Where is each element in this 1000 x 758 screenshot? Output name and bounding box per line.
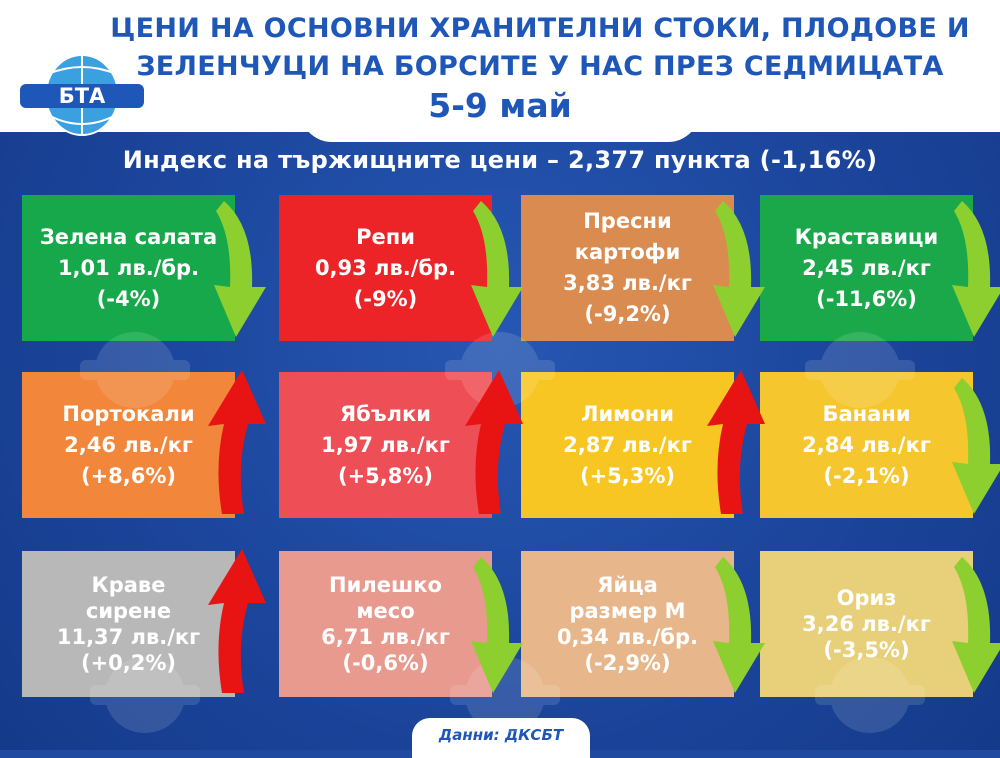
bta-logo-icon: БТА — [20, 54, 144, 136]
price-change: (-11,6%) — [816, 286, 917, 311]
price-card: Краве сирене 11,37 лв./кг (+0,2%) — [22, 551, 235, 697]
product-name: Зелена салата — [39, 224, 218, 249]
product-name: сирене — [85, 599, 172, 623]
product-name: Репи — [356, 224, 415, 249]
card-text: Краве сирене 11,37 лв./кг (+0,2%) — [22, 551, 235, 697]
card-text: Пресни картофи 3,83 лв./кг (-9,2%) — [521, 195, 734, 341]
up-arrow-icon — [208, 370, 266, 514]
product-price: 11,37 лв./кг — [56, 625, 201, 649]
product-price: 0,93 лв./бр. — [314, 255, 457, 280]
price-card: Краставици 2,45 лв./кг (-11,6%) — [760, 195, 973, 341]
product-name: Ябълки — [340, 401, 431, 426]
down-arrow-icon — [471, 201, 523, 337]
watermark-logo — [445, 332, 555, 408]
price-change: (-2,1%) — [823, 463, 910, 488]
price-card: Репи 0,93 лв./бр. (-9%) — [279, 195, 492, 341]
product-price: 2,46 лв./кг — [64, 432, 193, 457]
card-text: Краставици 2,45 лв./кг (-11,6%) — [760, 195, 973, 341]
product-name: Портокали — [62, 401, 195, 426]
watermark-logo — [815, 657, 925, 733]
card-text: Ориз 3,26 лв./кг (-3,5%) — [760, 551, 973, 697]
product-price: 2,45 лв./кг — [802, 255, 931, 280]
price-card: Пресни картофи 3,83 лв./кг (-9,2%) — [521, 195, 734, 341]
up-arrow-icon — [707, 370, 765, 514]
date-tab — [300, 80, 700, 142]
card-text: Ябълки 1,97 лв./кг (+5,8%) — [279, 372, 492, 518]
product-price: 6,71 лв./кг — [321, 625, 450, 649]
card-text: Банани 2,84 лв./кг (-2,1%) — [760, 372, 973, 518]
watermark-logo — [90, 657, 200, 733]
watermark-logo — [805, 332, 915, 408]
product-price: 1,01 лв./бр. — [57, 255, 200, 280]
product-price: 1,97 лв./кг — [321, 432, 450, 457]
product-name: размер М — [569, 599, 686, 623]
product-price: 0,34 лв./бр. — [556, 625, 699, 649]
watermark-logo — [80, 332, 190, 408]
price-change: (-9,2%) — [584, 302, 671, 326]
price-card: Банани 2,84 лв./кг (-2,1%) — [760, 372, 973, 518]
price-change: (-2,9%) — [584, 651, 671, 675]
market-index: Индекс на тържищните цени – 2,377 пункта… — [122, 146, 878, 174]
price-card: Яйца размер М 0,34 лв./бр. (-2,9%) — [521, 551, 734, 697]
product-price: 3,26 лв./кг — [802, 612, 931, 636]
card-text: Репи 0,93 лв./бр. (-9%) — [279, 195, 492, 341]
card-text: Пилешко месо 6,71 лв./кг (-0,6%) — [279, 551, 492, 697]
price-change: (+5,8%) — [337, 463, 434, 488]
down-arrow-icon — [713, 201, 765, 337]
product-name: картофи — [574, 240, 681, 264]
card-text: Портокали 2,46 лв./кг (+8,6%) — [22, 372, 235, 518]
product-name: Пилешко — [329, 573, 442, 597]
product-name: месо — [356, 599, 415, 623]
card-text: Лимони 2,87 лв./кг (+5,3%) — [521, 372, 734, 518]
page-title: ЦЕНИ НА ОСНОВНИ ХРАНИТЕЛНИ СТОКИ, ПЛОДОВ… — [110, 10, 970, 86]
price-change: (-4%) — [96, 286, 161, 311]
title-line-1: ЦЕНИ НА ОСНОВНИ ХРАНИТЕЛНИ СТОКИ, ПЛОДОВ… — [110, 13, 970, 44]
product-name: Краве — [91, 573, 166, 597]
product-name: Лимони — [581, 401, 674, 426]
price-change: (-9%) — [353, 286, 418, 311]
data-source: Данни: ДКСБТ — [438, 726, 564, 744]
price-change: (+0,2%) — [80, 651, 177, 675]
price-change: (+8,6%) — [80, 463, 177, 488]
down-arrow-icon — [471, 557, 523, 693]
product-name: Яйца — [597, 573, 658, 597]
product-name: Банани — [822, 401, 911, 426]
down-arrow-icon — [952, 557, 1000, 693]
price-card: Зелена салата 1,01 лв./бр. (-4%) — [22, 195, 235, 341]
up-arrow-icon — [465, 370, 523, 514]
down-arrow-icon — [952, 201, 1000, 337]
product-price: 2,87 лв./кг — [563, 432, 692, 457]
down-arrow-icon — [713, 557, 765, 693]
logo-text: БТА — [59, 84, 106, 108]
price-change: (+5,3%) — [579, 463, 676, 488]
price-card: Лимони 2,87 лв./кг (+5,3%) — [521, 372, 734, 518]
down-arrow-icon — [952, 378, 1000, 514]
down-arrow-icon — [214, 201, 266, 337]
title-line-2: ЗЕЛЕНЧУЦИ НА БОРСИТЕ У НАС ПРЕЗ СЕДМИЦАТ… — [136, 51, 944, 82]
price-card: Ориз 3,26 лв./кг (-3,5%) — [760, 551, 973, 697]
price-change: (-3,5%) — [823, 638, 910, 662]
product-name: Ориз — [836, 586, 897, 610]
price-card: Ябълки 1,97 лв./кг (+5,8%) — [279, 372, 492, 518]
up-arrow-icon — [208, 549, 266, 693]
price-card: Портокали 2,46 лв./кг (+8,6%) — [22, 372, 235, 518]
product-price: 2,84 лв./кг — [802, 432, 931, 457]
price-card: Пилешко месо 6,71 лв./кг (-0,6%) — [279, 551, 492, 697]
watermark-logo — [450, 657, 560, 733]
card-text: Зелена салата 1,01 лв./бр. (-4%) — [22, 195, 235, 341]
product-name: Пресни — [583, 209, 672, 233]
product-name: Краставици — [794, 224, 939, 249]
price-change: (-0,6%) — [342, 651, 429, 675]
card-text: Яйца размер М 0,34 лв./бр. (-2,9%) — [521, 551, 734, 697]
date-range: 5-9 май — [428, 86, 572, 125]
product-price: 3,83 лв./кг — [563, 271, 692, 295]
